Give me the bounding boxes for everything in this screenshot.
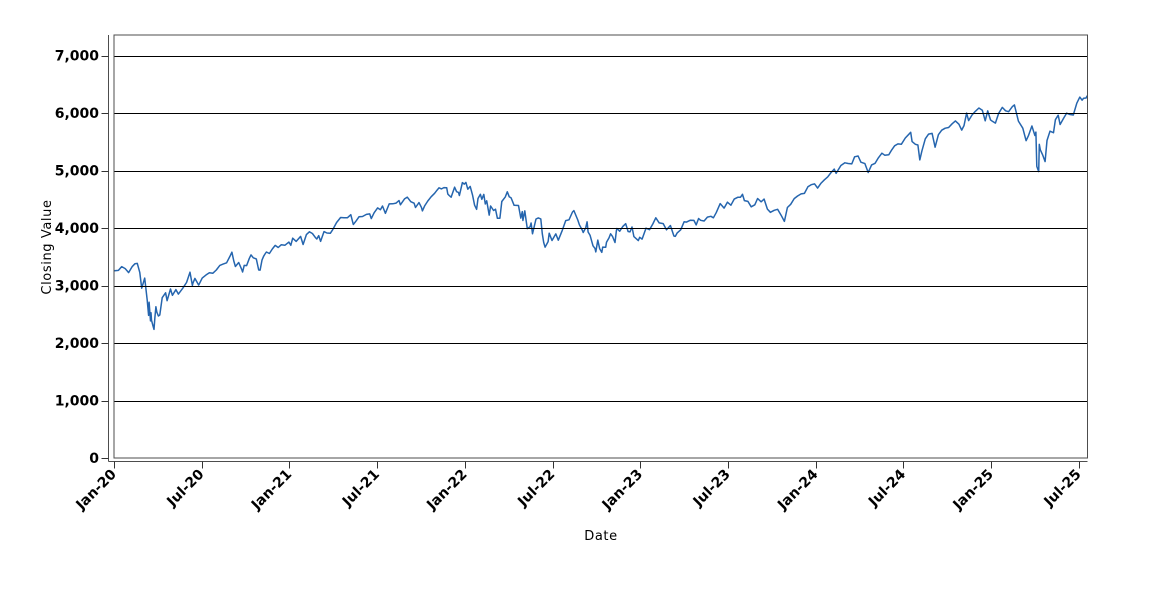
y-tick-label: 0: [89, 451, 99, 467]
plot-border: [113, 34, 1088, 459]
x-tick-label: Jul-23: [690, 467, 734, 511]
y-tick-label: 7,000: [55, 49, 100, 65]
y-tick-label: 1,000: [55, 394, 100, 410]
gridline-layer: [114, 56, 1088, 402]
x-tick-label: Jan-22: [423, 467, 470, 514]
x-tick-label: Jul-22: [514, 467, 558, 511]
x-axis-title: Date: [584, 529, 617, 544]
y-tick-label: 4,000: [55, 221, 100, 237]
y-axis-title: Closing Value: [40, 199, 55, 294]
x-tick-label: Jan-24: [774, 466, 821, 513]
x-tick-label: Jul-24: [865, 466, 909, 510]
x-tick-label: Jan-23: [599, 467, 646, 514]
y-tick-label: 6,000: [55, 106, 100, 122]
axes-frame-layer: [101, 34, 1088, 469]
y-tick-label: 2,000: [55, 336, 100, 352]
x-tick-label: Jan-25: [950, 467, 997, 514]
tick-label-layer: 0 1,000 2,000 3,000 4,000 5,000 6,000 7,000 Jan-…: [55, 49, 1085, 514]
x-tick-label: Jul-25: [1041, 467, 1085, 511]
x-tick-label: Jan-20: [73, 466, 120, 513]
series-layer: [113, 95, 1088, 331]
closing-value-line: [113, 95, 1088, 331]
y-tick-label: 3,000: [55, 279, 100, 295]
x-tick-label: Jul-20: [163, 466, 207, 510]
y-tick-label: 5,000: [55, 164, 100, 180]
x-tick-label: Jul-21: [339, 467, 383, 511]
x-tick-label: Jan-21: [248, 467, 295, 514]
